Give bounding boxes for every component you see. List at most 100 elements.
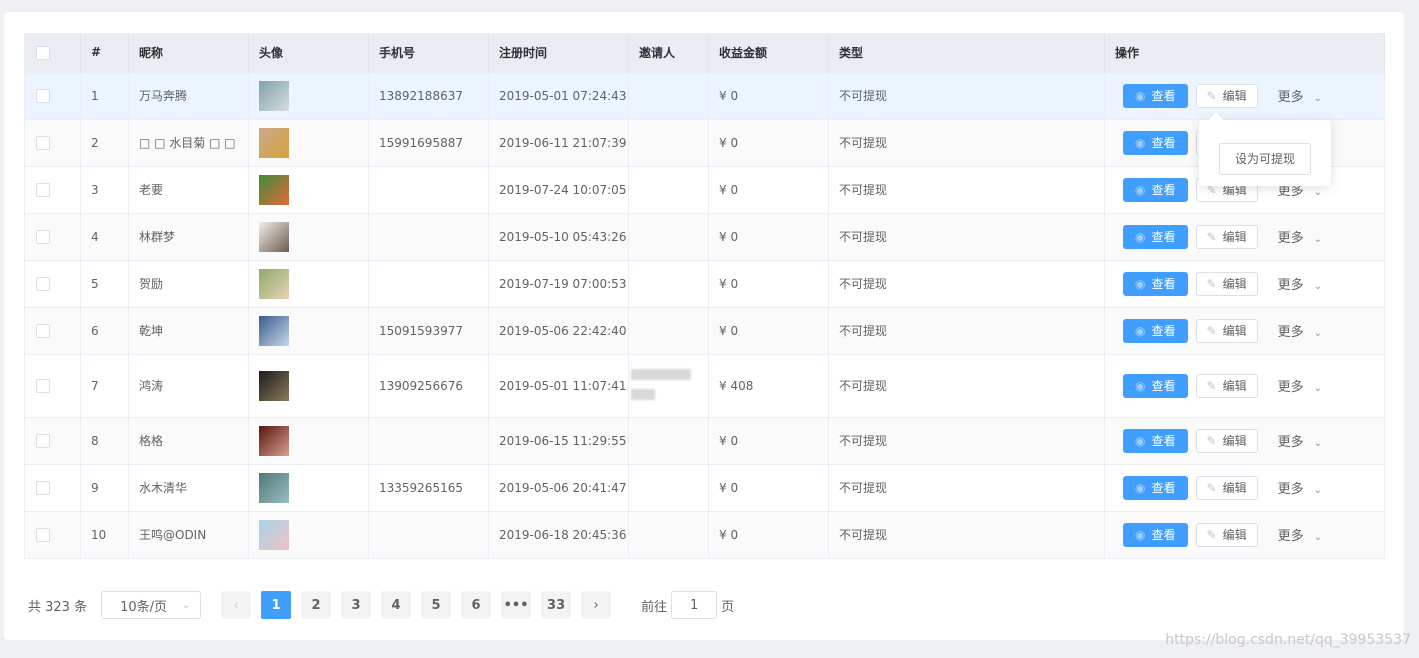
row-register-time: 2019-06-15 11:29:55 bbox=[488, 416, 629, 464]
edit-button[interactable]: ✎ 编辑 bbox=[1195, 224, 1258, 249]
page-button[interactable]: 4 bbox=[381, 591, 412, 619]
next-page-button[interactable]: › bbox=[581, 591, 612, 619]
table-row: 6 乾坤 15091593977 2019-05-06 22:42:40 ¥ 0… bbox=[24, 306, 1385, 354]
row-amount: ¥ 0 bbox=[708, 71, 829, 119]
table-header: # 昵称 头像 手机号 注册时间 邀请人 收益金额 类型 操作 bbox=[24, 33, 1385, 72]
avatar bbox=[259, 80, 289, 111]
pencil-icon: ✎ bbox=[1206, 527, 1217, 542]
more-dropdown[interactable]: 更多 ⌄ bbox=[1278, 376, 1322, 395]
avatar bbox=[259, 174, 289, 205]
eye-icon: ◉ bbox=[1135, 229, 1146, 244]
view-button[interactable]: ◉ 查看 bbox=[1123, 475, 1188, 500]
page-button[interactable]: 2 bbox=[301, 591, 332, 619]
prev-page-button[interactable]: ‹ bbox=[221, 591, 252, 619]
row-checkbox[interactable] bbox=[36, 182, 50, 197]
set-withdrawable-button[interactable]: 设为可提现 bbox=[1219, 143, 1311, 175]
row-checkbox[interactable] bbox=[36, 378, 50, 393]
row-checkbox[interactable] bbox=[36, 527, 50, 542]
page-suffix: 页 bbox=[721, 599, 735, 615]
more-dropdown[interactable]: 更多 ⌄ bbox=[1278, 431, 1322, 450]
row-type: 不可提现 bbox=[828, 306, 1105, 354]
more-pages-button[interactable]: ••• bbox=[501, 591, 532, 619]
avatar bbox=[259, 268, 289, 299]
row-type: 不可提现 bbox=[828, 353, 1105, 417]
avatar bbox=[259, 315, 289, 346]
view-button[interactable]: ◉ 查看 bbox=[1123, 130, 1188, 155]
row-nickname: □ □ 水目菊 □ □ bbox=[128, 118, 249, 166]
row-register-time: 2019-07-19 07:00:53 bbox=[488, 259, 629, 307]
edit-button[interactable]: ✎ 编辑 bbox=[1195, 522, 1258, 547]
page-size-select[interactable]: 10条/页 ⌄ bbox=[101, 591, 202, 619]
row-checkbox[interactable] bbox=[36, 88, 50, 103]
col-index: # bbox=[80, 33, 129, 72]
avatar bbox=[259, 221, 289, 252]
chevron-down-icon: ⌄ bbox=[1313, 93, 1322, 104]
row-checkbox[interactable] bbox=[36, 229, 50, 244]
row-checkbox[interactable] bbox=[36, 433, 50, 448]
edit-label: 编辑 bbox=[1222, 481, 1247, 495]
view-button[interactable]: ◉ 查看 bbox=[1123, 373, 1188, 398]
row-type: 不可提现 bbox=[828, 118, 1105, 166]
more-dropdown[interactable]: 更多 ⌄ bbox=[1278, 478, 1322, 497]
select-all-checkbox[interactable] bbox=[36, 45, 50, 60]
chevron-down-icon: ⌄ bbox=[1313, 383, 1322, 394]
avatar bbox=[259, 127, 289, 158]
chevron-down-icon: ⌄ bbox=[1313, 234, 1322, 245]
table-row: 4 林群梦 2019-05-10 05:43:26 ¥ 0 不可提现 ◉ 查看 ✎ 编… bbox=[24, 212, 1385, 260]
page-button[interactable]: 5 bbox=[421, 591, 452, 619]
page-button[interactable]: 6 bbox=[461, 591, 492, 619]
chevron-down-icon: ⌄ bbox=[181, 599, 191, 611]
col-register-time: 注册时间 bbox=[488, 33, 629, 72]
edit-button[interactable]: ✎ 编辑 bbox=[1195, 83, 1258, 108]
edit-button[interactable]: ✎ 编辑 bbox=[1195, 318, 1258, 343]
row-nickname: 鸿涛 bbox=[128, 353, 249, 417]
row-phone bbox=[368, 510, 489, 559]
page-button[interactable]: 1 bbox=[261, 591, 292, 619]
row-checkbox[interactable] bbox=[36, 276, 50, 291]
more-label: 更多 bbox=[1277, 435, 1304, 450]
row-checkbox[interactable] bbox=[36, 480, 50, 495]
edit-button[interactable]: ✎ 编辑 bbox=[1195, 428, 1258, 453]
view-label: 查看 bbox=[1151, 434, 1176, 448]
row-register-time: 2019-05-01 07:24:43 bbox=[488, 71, 629, 119]
eye-icon: ◉ bbox=[1135, 135, 1146, 150]
row-inviter bbox=[628, 165, 709, 213]
row-phone bbox=[368, 259, 489, 307]
row-phone bbox=[368, 165, 489, 213]
edit-button[interactable]: ✎ 编辑 bbox=[1195, 475, 1258, 500]
row-index: 6 bbox=[80, 306, 129, 354]
page-button[interactable]: 33 bbox=[541, 591, 572, 619]
view-button[interactable]: ◉ 查看 bbox=[1123, 224, 1188, 249]
edit-button[interactable]: ✎ 编辑 bbox=[1195, 271, 1258, 296]
page-button[interactable]: 3 bbox=[341, 591, 372, 619]
row-checkbox[interactable] bbox=[36, 323, 50, 338]
row-register-time: 2019-06-18 20:45:36 bbox=[488, 510, 629, 559]
row-checkbox[interactable] bbox=[36, 135, 50, 150]
avatar bbox=[259, 472, 289, 503]
more-dropdown[interactable]: 更多 ⌄ bbox=[1278, 180, 1322, 199]
more-dropdown[interactable]: 更多 ⌄ bbox=[1278, 525, 1322, 544]
view-button[interactable]: ◉ 查看 bbox=[1123, 271, 1188, 296]
table-row: 10 王鸣@ODIN 2019-06-18 20:45:36 ¥ 0 不可提现 … bbox=[24, 510, 1385, 559]
goto-label: 前往 bbox=[641, 599, 668, 615]
more-dropdown[interactable]: 更多 ⌄ bbox=[1278, 86, 1322, 105]
more-dropdown[interactable]: 更多 ⌄ bbox=[1278, 274, 1322, 293]
more-dropdown[interactable]: 更多 ⌄ bbox=[1278, 321, 1322, 340]
view-button[interactable]: ◉ 查看 bbox=[1123, 83, 1188, 108]
row-inviter bbox=[628, 306, 709, 354]
row-index: 10 bbox=[80, 510, 129, 559]
more-dropdown[interactable]: 更多 ⌄ bbox=[1278, 227, 1322, 246]
view-button[interactable]: ◉ 查看 bbox=[1123, 318, 1188, 343]
edit-button[interactable]: ✎ 编辑 bbox=[1195, 373, 1258, 398]
row-register-time: 2019-05-06 20:41:47 bbox=[488, 463, 629, 511]
users-table: # 昵称 头像 手机号 注册时间 邀请人 收益金额 类型 操作 1 万马奔腾 1… bbox=[24, 33, 1385, 559]
row-type: 不可提现 bbox=[828, 416, 1105, 464]
chevron-down-icon: ⌄ bbox=[1313, 281, 1322, 292]
goto-page-input[interactable] bbox=[671, 591, 718, 619]
row-amount: ¥ 408 bbox=[708, 353, 829, 417]
view-button[interactable]: ◉ 查看 bbox=[1123, 428, 1188, 453]
table-row: 3 老要 2019-07-24 10:07:05 ¥ 0 不可提现 ◉ 查看 ✎ 编辑… bbox=[24, 165, 1385, 213]
view-button[interactable]: ◉ 查看 bbox=[1123, 522, 1188, 547]
table-row: 9 水木清华 13359265165 2019-05-06 20:41:47 ¥… bbox=[24, 463, 1385, 511]
view-button[interactable]: ◉ 查看 bbox=[1123, 177, 1188, 202]
